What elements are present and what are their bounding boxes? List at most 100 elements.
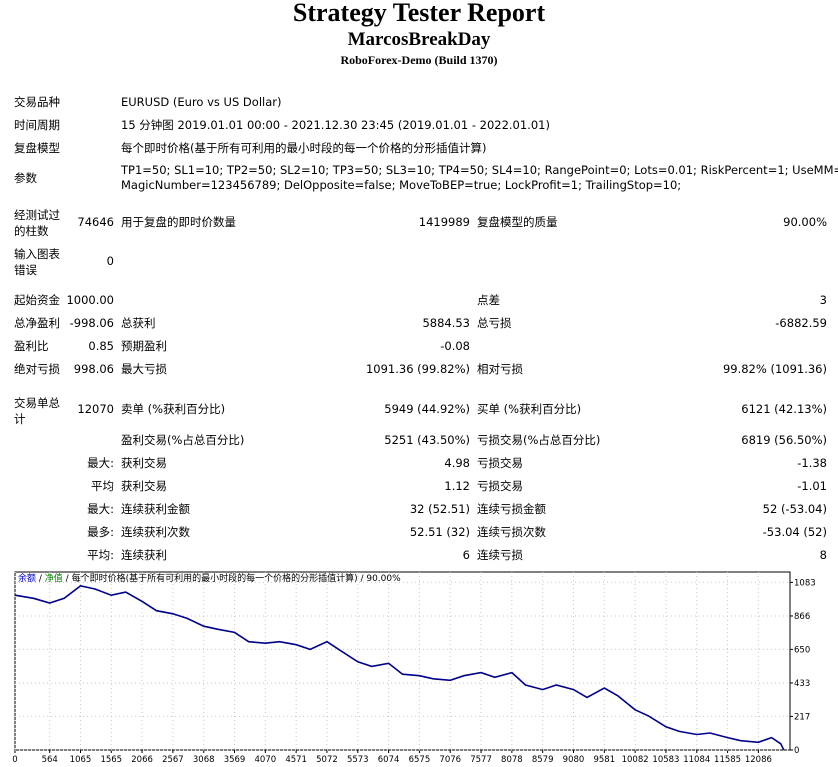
balance-line (14, 585, 785, 751)
model-label: 复盘模型 (14, 141, 60, 155)
short-trades-label: 卖单 (%获利百分比) (121, 402, 226, 416)
x-tick-label: 4070 (255, 755, 277, 765)
max-consec-losses-value: 52 (-53.04) (762, 502, 827, 516)
maximal-consec-loss-value: -53.04 (52) (762, 525, 827, 539)
largest-loss-value: -1.38 (797, 456, 827, 470)
ticks-value: 1419989 (418, 215, 470, 229)
x-tick-label: 4571 (285, 755, 307, 765)
x-tick-label: 3569 (224, 755, 246, 765)
max-drawdown-value: 1091.36 (99.82%) (365, 362, 470, 376)
maximal-consecutive-prefix: 最多: (87, 525, 114, 539)
maximal-consec-profit-value: 52.51 (32) (409, 525, 470, 539)
mismatch-label: 输入图表错误 (14, 247, 60, 277)
average-prefix: 平均 (91, 479, 114, 493)
legend-separator: / (357, 574, 367, 584)
expert-advisor-name: MarcosBreakDay (347, 29, 491, 50)
gross-loss-value: -6882.59 (775, 316, 827, 330)
x-tick-label: 564 (42, 755, 58, 765)
x-tick-label: 5072 (316, 755, 338, 765)
period-label: 时间周期 (14, 118, 60, 132)
gross-profit-value: 5884.53 (422, 316, 470, 330)
report-title: Strategy Tester Report (292, 0, 546, 27)
x-tick-label: 10583 (652, 755, 679, 765)
profit-trades-value: 5251 (43.50%) (384, 433, 470, 447)
x-tick-label: 2066 (131, 755, 153, 765)
abs-drawdown-value: 998.06 (73, 362, 114, 376)
quality-label: 复盘模型的质量 (477, 215, 558, 229)
rel-drawdown-value: 99.82% (1091.36) (722, 362, 827, 376)
symbol-value: EURUSD (Euro vs US Dollar) (121, 95, 282, 109)
loss-trades-value: 6819 (56.50%) (741, 433, 827, 447)
y-tick-label: 650 (794, 645, 810, 655)
legend-quality: 90.00% (366, 574, 401, 584)
profit-trades-label: 盈利交易(%占总百分比) (121, 433, 245, 447)
x-tick-label: 1565 (100, 755, 122, 765)
legend-balance: 余额 (18, 574, 37, 584)
long-trades-value: 6121 (42.13%) (741, 402, 827, 416)
average-loss-value: -1.01 (797, 479, 827, 493)
maximal-consec-profit-label: 连续获利次数 (121, 525, 190, 539)
x-tick-label: 0 (12, 755, 17, 765)
total-trades-label: 交易单总计 (14, 396, 60, 426)
legend-separator: / (36, 574, 45, 584)
average-consecutive-prefix: 平均: (87, 548, 114, 562)
x-tick-label: 9581 (593, 755, 615, 765)
max-drawdown-label: 最大亏损 (121, 362, 167, 376)
avg-consec-losses-label: 连续亏损 (477, 548, 523, 562)
maximal-consec-loss-label: 连续亏损次数 (477, 525, 546, 539)
gross-loss-label: 总亏损 (477, 316, 512, 330)
y-tick-label: 1083 (794, 578, 816, 588)
params-line-1: TP1=50; SL1=10; TP2=50; SL2=10; TP3=50; … (121, 163, 838, 177)
symbol-label: 交易品种 (14, 95, 60, 109)
spread-label: 点差 (477, 293, 500, 307)
average-loss-label: 亏损交易 (477, 479, 523, 493)
bars-label: 经测试过的柱数 (14, 208, 60, 238)
largest-prefix: 最大: (87, 456, 114, 470)
legend-equity: 净值 (44, 574, 63, 584)
net-profit-label: 总净盈利 (14, 316, 60, 330)
legend-separator: / (62, 574, 72, 584)
server-build: RoboForex-Demo (Build 1370) (340, 53, 498, 67)
x-tick-label: 5573 (347, 755, 369, 765)
quality-value: 90.00% (783, 215, 827, 229)
params-label: 参数 (14, 171, 37, 185)
bars-value: 74646 (77, 215, 114, 229)
avg-consec-wins-value: 6 (462, 548, 470, 562)
y-tick-label: 0 (794, 746, 799, 756)
model-value: 每个即时价格(基于所有可利用的最小时段的每一个价格的分形插值计算) (121, 141, 487, 155)
loss-trades-label: 亏损交易(%占总百分比) (477, 433, 601, 447)
max-consec-losses-label: 连续亏损金额 (477, 502, 546, 516)
y-tick-label: 433 (794, 679, 810, 689)
x-tick-label: 11084 (683, 755, 710, 765)
net-profit-value: -998.06 (69, 316, 114, 330)
profit-factor-label: 盈利比 (14, 339, 49, 353)
average-profit-value: 1.12 (444, 479, 470, 493)
period-value: 15 分钟图 2019.01.01 00:00 - 2021.12.30 23:… (121, 118, 550, 132)
avg-consec-losses-value: 8 (819, 548, 827, 562)
profit-factor-value: 0.85 (88, 339, 114, 353)
payoff-value: -0.08 (440, 339, 470, 353)
x-tick-label: 12086 (745, 755, 772, 765)
short-trades-value: 5949 (44.92%) (384, 402, 470, 416)
x-tick-label: 7577 (470, 755, 492, 765)
payoff-label: 预期盈利 (121, 339, 167, 353)
params-line-2: MagicNumber=123456789; DelOpposite=false… (121, 178, 682, 192)
avg-consec-wins-label: 连续获利 (121, 548, 167, 562)
max-consec-wins-label: 连续获利金额 (121, 502, 190, 516)
largest-profit-value: 4.98 (444, 456, 470, 470)
max-consecutive-prefix: 最大: (87, 502, 114, 516)
legend-model: 每个即时价格(基于所有可利用的最小时段的每一个价格的分形插值计算) (71, 574, 358, 584)
y-tick-label: 866 (794, 612, 810, 622)
max-consec-wins-value: 32 (52.51) (409, 502, 470, 516)
mismatch-value: 0 (106, 254, 114, 268)
chart-legend: 余额 / 净值 / 每个即时价格(基于所有可利用的最小时段的每一个价格的分形插值… (18, 574, 401, 585)
long-trades-label: 买单 (%获利百分比) (477, 402, 582, 416)
deposit-value: 1000.00 (66, 293, 114, 307)
ticks-label: 用于复盘的即时价数量 (121, 215, 236, 229)
x-tick-label: 6074 (378, 755, 400, 765)
x-tick-label: 10082 (622, 755, 649, 765)
abs-drawdown-label: 绝对亏损 (14, 362, 60, 376)
chart-frame (14, 571, 791, 751)
gross-profit-label: 总获利 (121, 316, 156, 330)
